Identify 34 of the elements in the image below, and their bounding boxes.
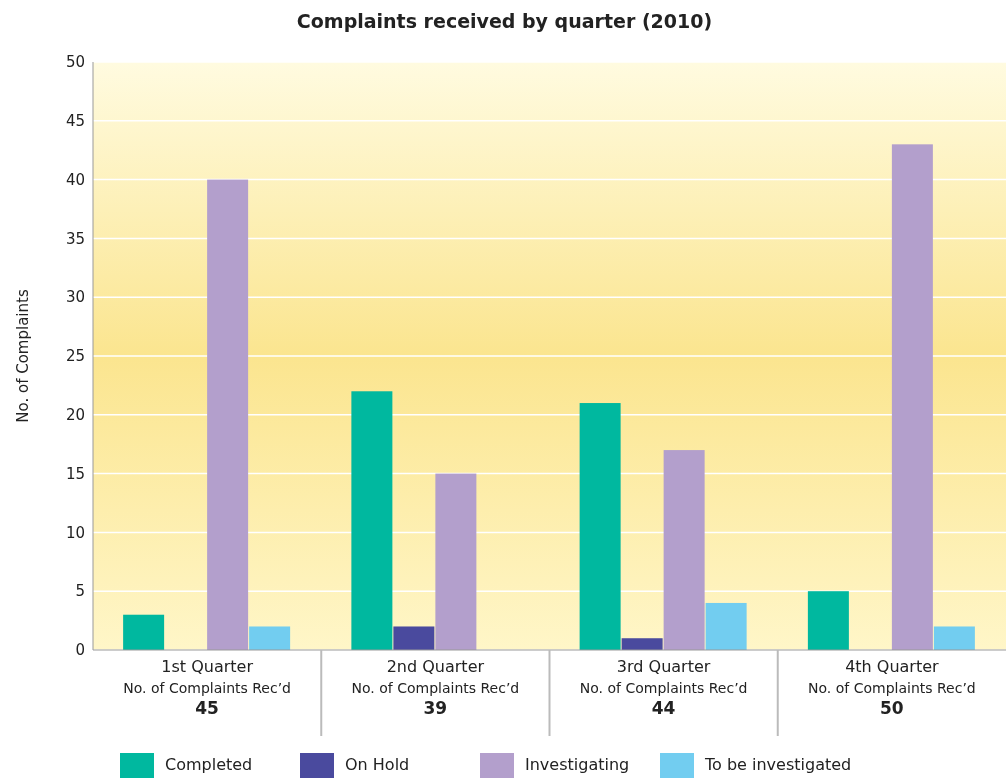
- bar: [663, 450, 705, 650]
- bar: [249, 626, 291, 650]
- bar: [621, 638, 663, 650]
- y-tick-label: 25: [65, 347, 85, 366]
- bar: [705, 602, 747, 650]
- y-tick-label: 0: [75, 641, 85, 660]
- y-tick-label: 30: [65, 288, 85, 307]
- legend-label: To be investigated: [704, 755, 852, 774]
- bar: [579, 403, 621, 650]
- bar: [351, 391, 393, 650]
- y-tick-label: 40: [65, 170, 85, 189]
- x-tick-label: 3rd Quarter No. of Complaints Rec’d 44: [579, 657, 748, 718]
- bar: [891, 144, 933, 650]
- bar: [123, 614, 165, 650]
- bar: [807, 591, 849, 650]
- legend-label: Investigating: [525, 755, 630, 774]
- legend-label: Completed: [165, 755, 253, 774]
- y-tick-label: 10: [65, 523, 85, 542]
- bar: [207, 179, 249, 650]
- y-tick-label: 45: [65, 112, 85, 131]
- y-axis-title: No. of Complaints: [14, 289, 32, 423]
- x-tick-label: 4th Quarter No. of Complaints Rec’d 50: [808, 657, 976, 718]
- legend-label: On Hold: [345, 755, 410, 774]
- y-tick-label: 5: [75, 582, 85, 601]
- y-tick-label: 15: [65, 464, 85, 483]
- bar: [933, 626, 975, 650]
- y-tick-label: 20: [65, 406, 85, 425]
- chart-title: Complaints received by quarter (2010): [296, 10, 713, 32]
- y-tick-label: 50: [65, 53, 85, 72]
- bar: [393, 626, 435, 650]
- y-tick-label: 35: [65, 229, 85, 248]
- bar: [435, 473, 477, 650]
- x-tick-label: 1st Quarter No. of Complaints Rec’d 45: [123, 657, 291, 718]
- x-tick-label: 2nd Quarter No. of Complaints Rec’d 39: [351, 657, 520, 718]
